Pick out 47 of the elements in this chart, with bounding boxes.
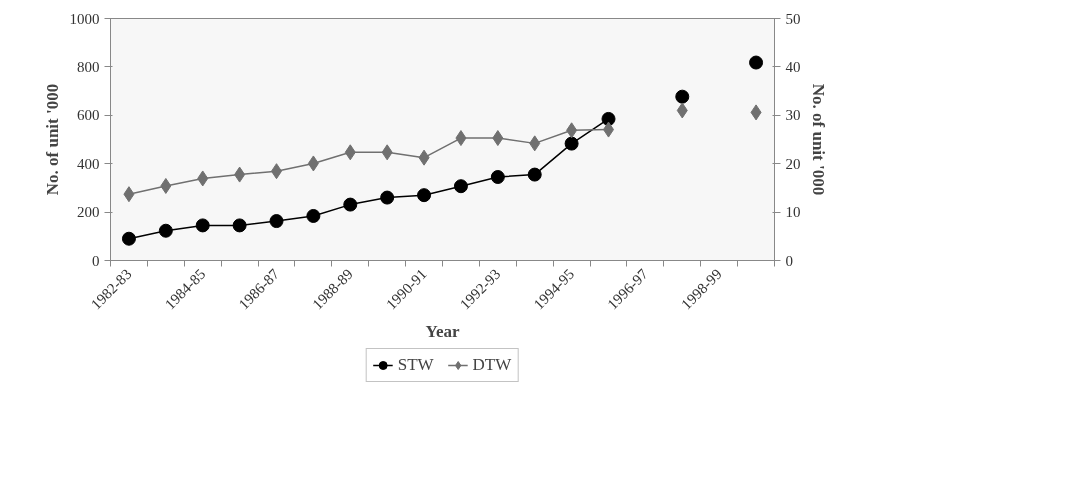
point — [566, 122, 578, 139]
point — [492, 130, 504, 147]
point — [490, 170, 505, 184]
y2-axis-title: No. of unit '000 — [808, 83, 828, 196]
y-tick-label: 400 — [77, 155, 100, 172]
point — [529, 135, 541, 152]
point — [564, 136, 579, 151]
point — [453, 179, 468, 194]
point — [232, 218, 247, 233]
point — [269, 214, 284, 229]
legend-label: STW — [397, 355, 434, 375]
point — [676, 102, 688, 119]
y2-tick-label: 30 — [785, 107, 801, 124]
y-tick-label: 600 — [77, 107, 100, 124]
y-tick-label: 800 — [77, 58, 100, 75]
point — [306, 208, 321, 223]
point — [307, 155, 319, 172]
point — [380, 190, 395, 205]
legend-label: DTW — [472, 355, 512, 375]
y2-tick-label: 40 — [785, 58, 801, 75]
point — [527, 167, 542, 182]
y-axis-title: No. of unit '000 — [42, 83, 62, 196]
point — [418, 149, 430, 166]
point — [749, 55, 764, 70]
point — [158, 223, 173, 238]
point — [455, 130, 467, 147]
y2-tick-label: 50 — [785, 10, 801, 27]
point — [601, 111, 616, 126]
point — [160, 177, 172, 194]
y2-tick-label: 20 — [785, 155, 801, 172]
y-tick-label: 0 — [92, 252, 100, 269]
point — [381, 144, 393, 161]
point — [343, 197, 358, 212]
point — [750, 104, 762, 121]
point — [234, 166, 246, 183]
point — [197, 170, 209, 187]
point — [195, 218, 210, 233]
y2-tick-label: 0 — [785, 252, 793, 269]
y-tick-label: 1000 — [69, 10, 100, 27]
y-tick-label: 200 — [77, 204, 100, 221]
point — [121, 231, 136, 246]
y2-tick-label: 10 — [785, 204, 801, 221]
point — [417, 188, 432, 203]
point — [123, 186, 135, 203]
point — [675, 89, 690, 104]
point — [344, 144, 356, 161]
x-axis-title: Year — [425, 321, 460, 341]
